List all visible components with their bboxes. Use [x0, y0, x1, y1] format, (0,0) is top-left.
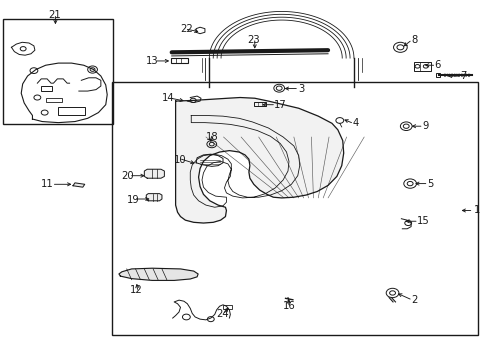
Bar — [58, 107, 85, 115]
Text: 14: 14 — [162, 93, 174, 103]
Text: 18: 18 — [206, 132, 219, 142]
Text: 16: 16 — [283, 301, 296, 311]
Bar — [41, 86, 52, 91]
Text: 1: 1 — [474, 206, 480, 216]
Bar — [171, 58, 188, 63]
Bar — [436, 73, 441, 77]
Text: 15: 15 — [417, 216, 430, 226]
Bar — [254, 102, 267, 107]
Text: 13: 13 — [147, 56, 159, 66]
Bar — [112, 82, 478, 335]
Polygon shape — [119, 268, 198, 280]
Text: 7: 7 — [460, 71, 466, 81]
Text: 11: 11 — [41, 179, 53, 189]
Polygon shape — [145, 169, 164, 178]
Text: 17: 17 — [274, 100, 287, 110]
Polygon shape — [175, 98, 343, 223]
Text: 24: 24 — [217, 309, 229, 319]
Bar — [46, 98, 62, 102]
Text: 10: 10 — [174, 155, 187, 165]
Bar — [414, 62, 431, 71]
Text: 3: 3 — [298, 84, 304, 94]
Text: 21: 21 — [49, 10, 61, 20]
Bar — [223, 305, 232, 309]
Text: 5: 5 — [427, 179, 433, 189]
Text: 9: 9 — [422, 121, 428, 131]
Text: 8: 8 — [411, 35, 417, 45]
Text: 23: 23 — [247, 35, 260, 45]
Polygon shape — [147, 194, 162, 201]
Text: 20: 20 — [122, 171, 134, 181]
Text: 19: 19 — [127, 195, 140, 205]
Polygon shape — [73, 183, 85, 187]
Text: 4: 4 — [352, 118, 359, 128]
Text: 22: 22 — [180, 24, 193, 35]
Text: 6: 6 — [435, 60, 441, 70]
Text: 2: 2 — [411, 295, 417, 305]
Bar — [3, 19, 113, 125]
Text: 12: 12 — [130, 285, 143, 296]
